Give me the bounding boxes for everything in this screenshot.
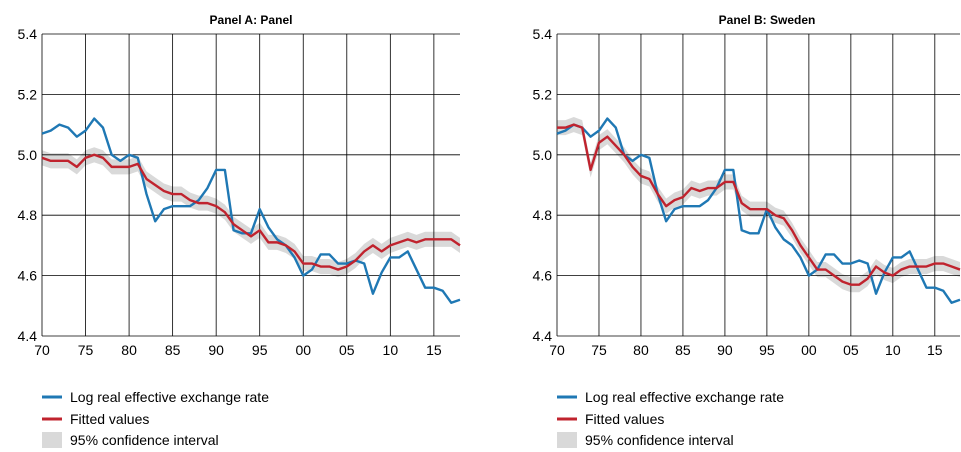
x-tick-label: 85 <box>675 342 691 358</box>
x-tick-label: 80 <box>633 342 649 358</box>
legend-swatch-ci <box>557 432 577 448</box>
confidence-band <box>557 117 960 293</box>
chart-panel-1: Panel A: Panel 4.4 4.6 4.8 5.0 5.2 5.4 70 75 80 85… <box>18 13 461 448</box>
legend-label-fitted: Fitted values <box>585 411 664 427</box>
legend-label-actual: Log real effective exchange rate <box>70 389 269 405</box>
x-tick-label: 05 <box>843 342 859 358</box>
legend-label-fitted: Fitted values <box>70 411 149 427</box>
chart-panel-2: Panel B: Sweden 4.4 4.6 4.8 5.0 5.2 5.4 70 75 80 8… <box>533 13 961 448</box>
chart-title: Panel B: Sweden <box>719 13 816 27</box>
series-line-fitted <box>557 123 961 286</box>
legend-label-ci: 95% confidence interval <box>70 432 219 448</box>
y-tick-label: 5.4 <box>18 26 38 42</box>
series-line-actual <box>41 117 461 304</box>
series-line-fitted <box>41 153 461 271</box>
x-tick-label: 15 <box>426 342 442 358</box>
y-tick-label: 5.2 <box>533 86 553 102</box>
y-tick-label: 5.0 <box>18 147 38 163</box>
legend-label-actual: Log real effective exchange rate <box>585 389 784 405</box>
x-tick-label: 00 <box>801 342 817 358</box>
x-tick-label: 05 <box>339 342 355 358</box>
x-tick-label: 10 <box>885 342 901 358</box>
x-tick-label: 95 <box>252 342 268 358</box>
y-tick-label: 4.6 <box>18 268 38 284</box>
x-tick-label: 70 <box>549 342 565 358</box>
legend-label-ci: 95% confidence interval <box>585 432 734 448</box>
y-tick-label: 5.4 <box>533 26 553 42</box>
y-tick-label: 4.6 <box>533 268 553 284</box>
x-tick-label: 75 <box>591 342 607 358</box>
x-tick-label: 90 <box>208 342 224 358</box>
x-tick-label: 95 <box>759 342 775 358</box>
y-tick-label: 5.0 <box>533 147 553 163</box>
x-tick-label: 70 <box>34 342 50 358</box>
y-tick-label: 4.4 <box>533 328 553 344</box>
x-tick-label: 85 <box>165 342 181 358</box>
chart-title: Panel A: Panel <box>210 13 293 27</box>
x-tick-label: 75 <box>78 342 94 358</box>
y-tick-label: 4.4 <box>18 328 38 344</box>
y-tick-label: 4.8 <box>533 207 553 223</box>
x-tick-label: 00 <box>295 342 311 358</box>
x-tick-label: 15 <box>927 342 943 358</box>
y-tick-label: 4.8 <box>18 207 38 223</box>
legend-swatch-ci <box>42 432 62 448</box>
x-tick-label: 90 <box>717 342 733 358</box>
y-tick-label: 5.2 <box>18 86 38 102</box>
x-tick-label: 80 <box>121 342 137 358</box>
x-tick-label: 10 <box>383 342 399 358</box>
